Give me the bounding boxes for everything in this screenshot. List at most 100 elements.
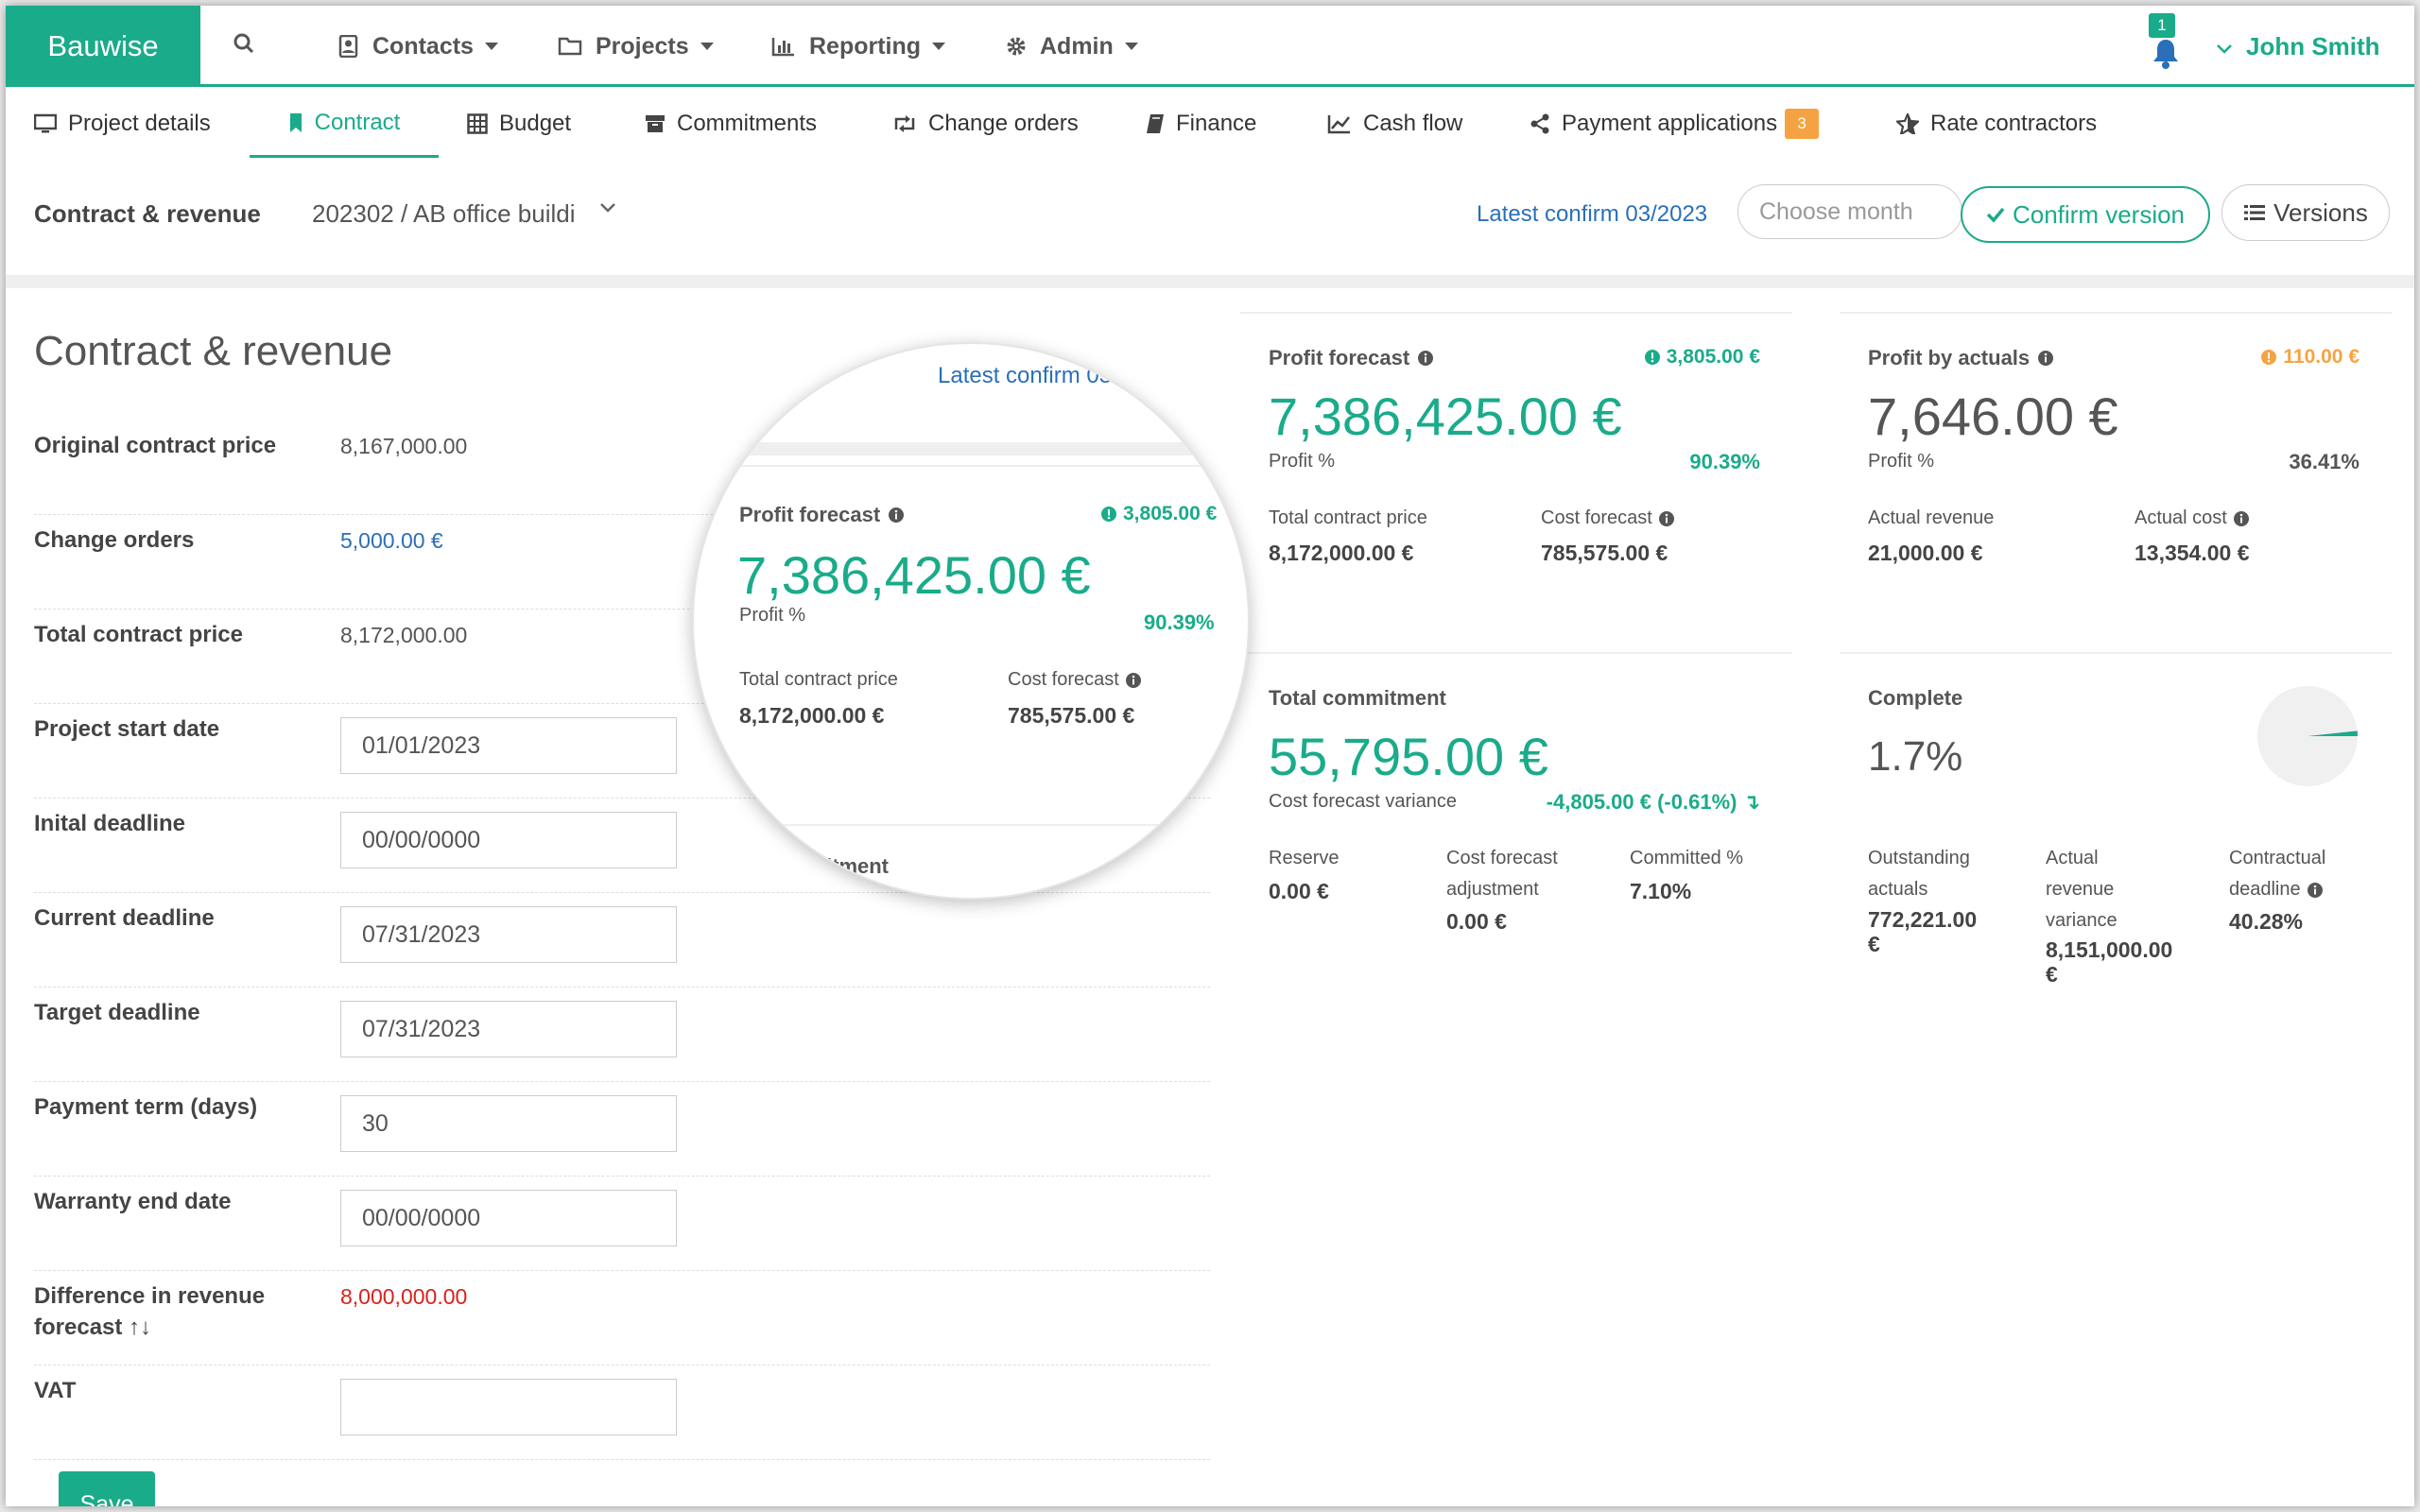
payment-term-input[interactable]: 30 (340, 1095, 677, 1152)
notification-count-badge: 1 (2149, 13, 2175, 38)
alert-circle-icon (2260, 349, 2277, 366)
badge-value: 3,805.00 € (1666, 346, 1760, 368)
label-text: Cost forecast (1008, 669, 1119, 690)
cost-forecast-value: 785,575.00 € (1541, 541, 1668, 565)
value-line: 772,221.00 (1868, 907, 1978, 932)
magnified-band (694, 442, 1248, 455)
tab-cash-flow[interactable]: Cash flow (1327, 90, 1462, 158)
tab-finance[interactable]: Finance (1146, 90, 1256, 158)
contacts-icon (338, 35, 359, 58)
chevron-down-icon (700, 43, 714, 50)
magnified-commitment-fragment: itment (826, 854, 889, 878)
tab-label: Contract (314, 109, 401, 135)
outstanding-actuals-value: 772,221.00 € (1868, 907, 2000, 956)
top-navigation: Bauwise Contacts Projects Reporting (6, 6, 2414, 87)
change-orders-value[interactable]: 5,000.00 € (340, 528, 443, 553)
notifications-button[interactable] (2152, 25, 2189, 72)
reserve-label: Reserve (1269, 848, 1340, 868)
magnified-profit-pct: 90.39% (1144, 610, 1215, 634)
warranty-end-date-input[interactable]: 00/00/0000 (340, 1190, 677, 1246)
info-icon[interactable] (2233, 510, 2250, 527)
field-label: Project start date (34, 716, 220, 742)
actual-revenue-variance-value: 8,151,000.00 € (2046, 937, 2197, 987)
info-icon[interactable] (1417, 350, 1434, 367)
info-icon[interactable] (2037, 350, 2054, 367)
nav-contacts-label: Contacts (372, 32, 474, 60)
list-icon (2243, 203, 2266, 222)
info-icon[interactable] (1658, 510, 1675, 527)
page-title: Contract & revenue (34, 328, 393, 374)
field-label: Payment term (days) (34, 1094, 258, 1120)
divider (1840, 652, 2392, 654)
label-text: Actual cost (2135, 507, 2227, 528)
bar-chart-icon (771, 36, 796, 57)
choose-month-input[interactable]: Choose month (1737, 184, 1962, 239)
label-line: variance (2046, 910, 2118, 931)
divider (1840, 312, 2392, 314)
nav-admin[interactable]: Admin (1006, 6, 1138, 87)
alert-circle-icon (1644, 349, 1661, 366)
tab-label: Cash flow (1363, 111, 1463, 136)
info-icon[interactable] (2307, 882, 2324, 899)
magnified-total-contract-price: 8,172,000.00 € (739, 703, 885, 728)
row-original-contract-price: Original contract price 8,167,000.00 (34, 430, 1210, 515)
tab-payment-applications[interactable]: Payment applications 3 (1530, 90, 1820, 158)
tab-change-orders[interactable]: Change orders (892, 90, 1079, 158)
field-label: Target deadline (34, 1000, 200, 1025)
label-line: Outstanding (1868, 848, 1970, 868)
user-name: John Smith (2246, 31, 2380, 60)
tab-contract[interactable]: Contract (250, 90, 439, 158)
divider (1240, 652, 1792, 654)
profit-actuals-amount: 7,646.00 € (1868, 387, 2118, 446)
value-line: € (1868, 932, 1880, 956)
vat-input[interactable] (340, 1379, 677, 1435)
magnified-profit-forecast-label: Profit forecast (739, 503, 905, 527)
nav-projects-label: Projects (596, 32, 689, 60)
cost-forecast-variance-label: Cost forecast variance (1269, 791, 1457, 812)
initial-deadline-input[interactable]: 00/00/0000 (340, 812, 677, 868)
cost-forecast-adjustment-value: 0.00 € (1446, 909, 1507, 934)
row-current-deadline: Current deadline 07/31/2023 (34, 893, 1210, 988)
alert-circle-icon (1100, 506, 1117, 523)
chevron-down-icon[interactable] (599, 201, 616, 218)
magnified-profit-pct-label: Profit % (739, 605, 806, 626)
tab-rate-contractors[interactable]: Rate contractors (1896, 90, 2097, 158)
versions-button[interactable]: Versions (2221, 184, 2390, 241)
value-line: 8,151,000.00 (2046, 937, 2173, 962)
nav-reporting[interactable]: Reporting (771, 6, 946, 87)
magnified-divider (713, 465, 1248, 467)
brand-logo[interactable]: Bauwise (6, 6, 200, 87)
save-button[interactable]: Save (59, 1471, 155, 1506)
field-label: Original contract price (34, 433, 277, 458)
tab-label: Rate contractors (1930, 111, 2098, 136)
actual-revenue-value: 21,000.00 € (1868, 541, 1983, 565)
nav-contacts[interactable]: Contacts (338, 6, 498, 87)
current-deadline-input[interactable]: 07/31/2023 (340, 906, 677, 963)
contractual-deadline-label: Contractual deadline (2229, 843, 2325, 905)
chevron-down-icon (1124, 43, 1138, 50)
confirm-version-button[interactable]: Confirm version (1961, 186, 2210, 243)
magnified-latest-confirm: Latest confirm 03 (938, 363, 1113, 388)
divider (1240, 312, 1792, 314)
actual-revenue-label: Actual revenue (1868, 507, 1995, 528)
nav-projects[interactable]: Projects (558, 6, 714, 87)
user-menu[interactable]: John Smith (2216, 6, 2380, 87)
field-label: Total contract price (34, 622, 243, 647)
tab-project-details[interactable]: Project details (34, 90, 211, 158)
row-project-start-date: Project start date 01/01/2023 (34, 704, 1210, 799)
profit-pct-label: Profit % (1868, 451, 1935, 472)
target-deadline-input[interactable]: 07/31/2023 (340, 1001, 677, 1057)
label-line: Contractual (2229, 848, 2326, 868)
tab-commitments[interactable]: Commitments (645, 90, 817, 158)
project-select[interactable]: 202302 / AB office buildi (312, 199, 576, 228)
project-start-date-input[interactable]: 01/01/2023 (340, 717, 677, 774)
cost-forecast-variance-value: -4,805.00 € (-0.61%) ↴ (1546, 790, 1760, 814)
actual-cost-value: 13,354.00 € (2135, 541, 2250, 565)
total-commitment-amount: 55,795.00 € (1269, 727, 1548, 786)
latest-confirm-link[interactable]: Latest confirm 03/2023 (1477, 201, 1708, 227)
magnified-cost-forecast: 785,575.00 € (1008, 703, 1135, 728)
search-button[interactable] (233, 6, 255, 87)
versions-label: Versions (2273, 198, 2368, 227)
tab-label: Budget (499, 111, 572, 136)
tab-budget[interactable]: Budget (467, 90, 571, 158)
